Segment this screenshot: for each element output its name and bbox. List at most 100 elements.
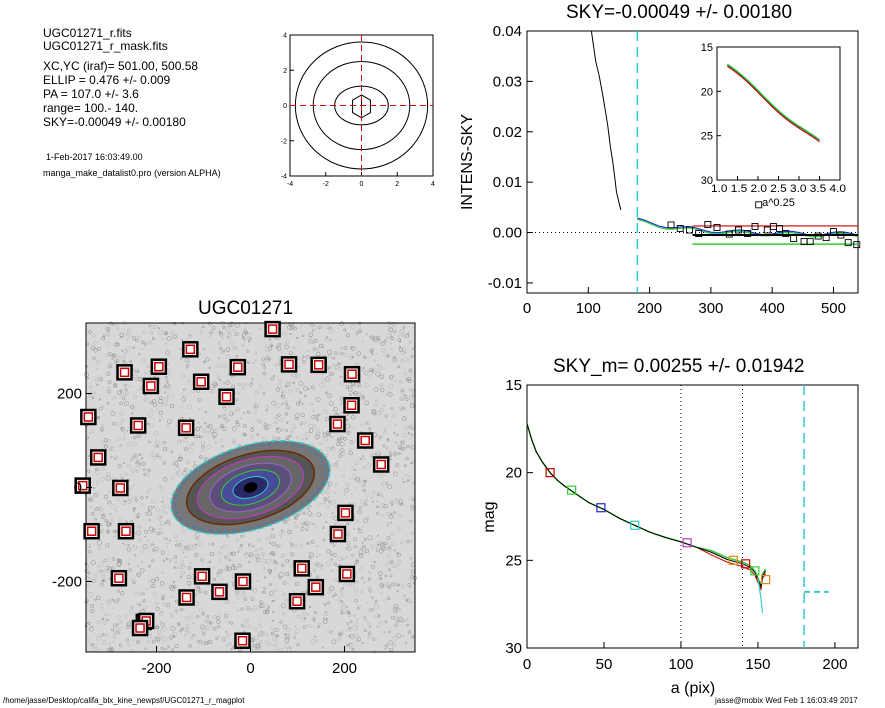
noise-speck xyxy=(202,429,207,433)
noise-speck xyxy=(212,381,217,387)
noise-speck xyxy=(210,389,215,393)
noise-speck xyxy=(119,392,124,397)
noise-speck xyxy=(311,385,315,390)
noise-speck xyxy=(410,507,415,512)
noise-speck xyxy=(163,522,166,525)
noise-speck xyxy=(100,477,105,482)
contour-ytick-label: 4 xyxy=(283,33,287,40)
noise-speck xyxy=(371,491,376,496)
noise-speck xyxy=(253,605,259,611)
noise-speck xyxy=(130,606,134,610)
noise-speck xyxy=(379,408,384,413)
noise-speck xyxy=(258,631,264,637)
noise-speck xyxy=(84,568,89,573)
noise-speck xyxy=(272,374,276,378)
mag-xtick-label: 0 xyxy=(523,656,531,673)
noise-speck xyxy=(243,330,248,335)
mask-box-inner xyxy=(332,419,343,429)
noise-speck xyxy=(379,621,382,625)
noise-speck xyxy=(170,626,176,632)
noise-speck xyxy=(393,380,396,383)
noise-speck xyxy=(385,644,389,648)
noise-speck xyxy=(178,564,183,570)
noise-speck xyxy=(344,487,350,493)
noise-speck xyxy=(367,631,372,636)
noise-speck xyxy=(390,532,395,536)
noise-speck xyxy=(132,336,136,340)
noise-speck xyxy=(224,613,229,619)
galaxy xyxy=(170,439,331,536)
noise-speck xyxy=(309,552,315,558)
noise-speck xyxy=(159,523,163,526)
noise-speck xyxy=(359,327,361,330)
noise-speck xyxy=(405,618,409,622)
noise-speck xyxy=(395,441,398,444)
param-pa: PA = 107.0 +/- 3.6 xyxy=(43,87,139,101)
noise-speck xyxy=(320,567,324,571)
noise-speck xyxy=(295,374,301,379)
noise-speck xyxy=(217,625,221,629)
noise-speck xyxy=(373,412,377,416)
noise-speck xyxy=(319,442,323,446)
noise-speck xyxy=(393,606,398,612)
noise-speck xyxy=(253,401,256,404)
noise-speck xyxy=(293,373,298,378)
noise-speck xyxy=(248,340,250,343)
noise-speck xyxy=(409,519,414,524)
noise-speck xyxy=(236,422,241,427)
noise-speck xyxy=(175,609,178,613)
noise-speck xyxy=(234,332,239,337)
noise-speck xyxy=(346,610,351,615)
noise-speck xyxy=(384,541,388,545)
noise-speck xyxy=(374,613,380,619)
noise-speck xyxy=(117,619,123,624)
noise-speck xyxy=(305,528,309,532)
noise-speck xyxy=(262,392,266,396)
image-title: UGC01271 xyxy=(198,298,294,319)
noise-speck xyxy=(174,534,178,539)
noise-speck xyxy=(367,570,371,574)
noise-speck xyxy=(148,324,151,327)
noise-speck xyxy=(181,470,187,476)
noise-speck xyxy=(193,460,197,464)
noise-speck xyxy=(105,471,111,477)
noise-speck xyxy=(322,501,326,505)
noise-speck xyxy=(118,444,121,447)
noise-speck xyxy=(146,364,150,368)
noise-speck xyxy=(274,627,279,633)
noise-speck xyxy=(390,500,393,504)
noise-speck xyxy=(180,357,183,360)
mask-box-inner xyxy=(119,367,130,378)
noise-speck xyxy=(335,441,340,446)
noise-speck xyxy=(252,545,255,548)
noise-speck xyxy=(347,611,351,615)
noise-speck xyxy=(97,347,101,352)
noise-speck xyxy=(221,637,226,643)
noise-speck xyxy=(95,360,101,365)
noise-speck xyxy=(369,368,374,373)
contour-xtick-label: -4 xyxy=(287,181,293,188)
noise-speck xyxy=(341,557,345,561)
noise-speck xyxy=(390,347,393,350)
noise-speck xyxy=(231,563,235,567)
noise-speck xyxy=(180,560,185,564)
noise-speck xyxy=(138,353,141,356)
noise-speck xyxy=(405,444,410,449)
noise-speck xyxy=(174,566,178,570)
inset-profile-green xyxy=(726,63,820,140)
noise-speck xyxy=(365,499,368,501)
noise-speck xyxy=(196,615,200,619)
noise-speck xyxy=(123,355,126,358)
noise-speck xyxy=(125,346,131,352)
noise-speck xyxy=(408,474,411,477)
noise-speck xyxy=(177,622,180,625)
noise-speck xyxy=(184,545,187,548)
program-name: manga_make_datalist0.pro (version ALPHA) xyxy=(43,168,221,178)
noise-speck xyxy=(120,427,124,430)
noise-speck xyxy=(371,352,374,355)
noise-speck xyxy=(121,500,127,506)
noise-speck xyxy=(266,427,269,431)
noise-speck xyxy=(210,428,215,433)
noise-speck xyxy=(122,361,125,364)
noise-speck xyxy=(189,545,195,550)
